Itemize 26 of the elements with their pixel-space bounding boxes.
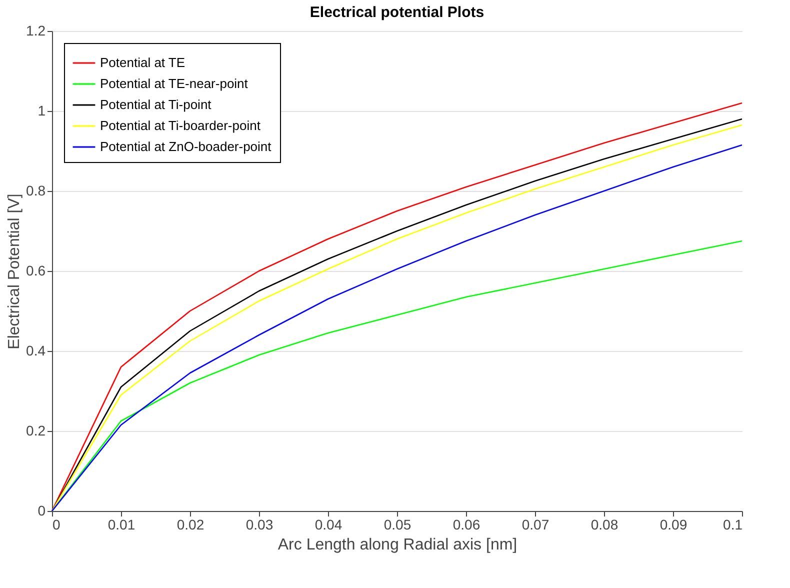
x-tick-label: 0.08 xyxy=(590,516,618,532)
y-tick-label: 0.4 xyxy=(26,342,46,358)
x-tick-label: 0 xyxy=(52,516,60,532)
legend-label: Potential at TE-near-point xyxy=(100,76,248,91)
y-tick-label: 0 xyxy=(38,502,46,518)
y-axis-title: Electrical Potential [V] xyxy=(6,194,24,350)
x-tick-label: 0.1 xyxy=(723,516,743,532)
x-tick-label: 0.06 xyxy=(452,516,480,532)
chart-title: Electrical potential Plots xyxy=(310,4,484,21)
y-tick-label: 0.8 xyxy=(26,182,46,198)
y-tick-label: 0.2 xyxy=(26,422,46,438)
x-tick-label: 0.02 xyxy=(176,516,204,532)
legend-label: Potential at TE xyxy=(100,55,186,70)
x-tick-label: 0.01 xyxy=(108,516,136,532)
x-tick-label: 0.03 xyxy=(246,516,274,532)
x-tick-label: 0.07 xyxy=(522,516,550,532)
legend-label: Potential at Ti-boarder-point xyxy=(100,118,261,133)
legend-label: Potential at ZnO-boader-point xyxy=(100,139,272,154)
x-axis-title: Arc Length along Radial axis [nm] xyxy=(278,536,518,554)
y-tick-label: 1.2 xyxy=(26,22,46,38)
x-tick-label: 0.09 xyxy=(660,516,688,532)
x-tick-label: 0.04 xyxy=(314,516,342,532)
x-tick-label: 0.05 xyxy=(384,516,412,532)
legend-label: Potential at Ti-point xyxy=(100,97,212,112)
y-tick-label: 0.6 xyxy=(26,262,46,278)
y-tick-label: 1 xyxy=(38,102,46,118)
